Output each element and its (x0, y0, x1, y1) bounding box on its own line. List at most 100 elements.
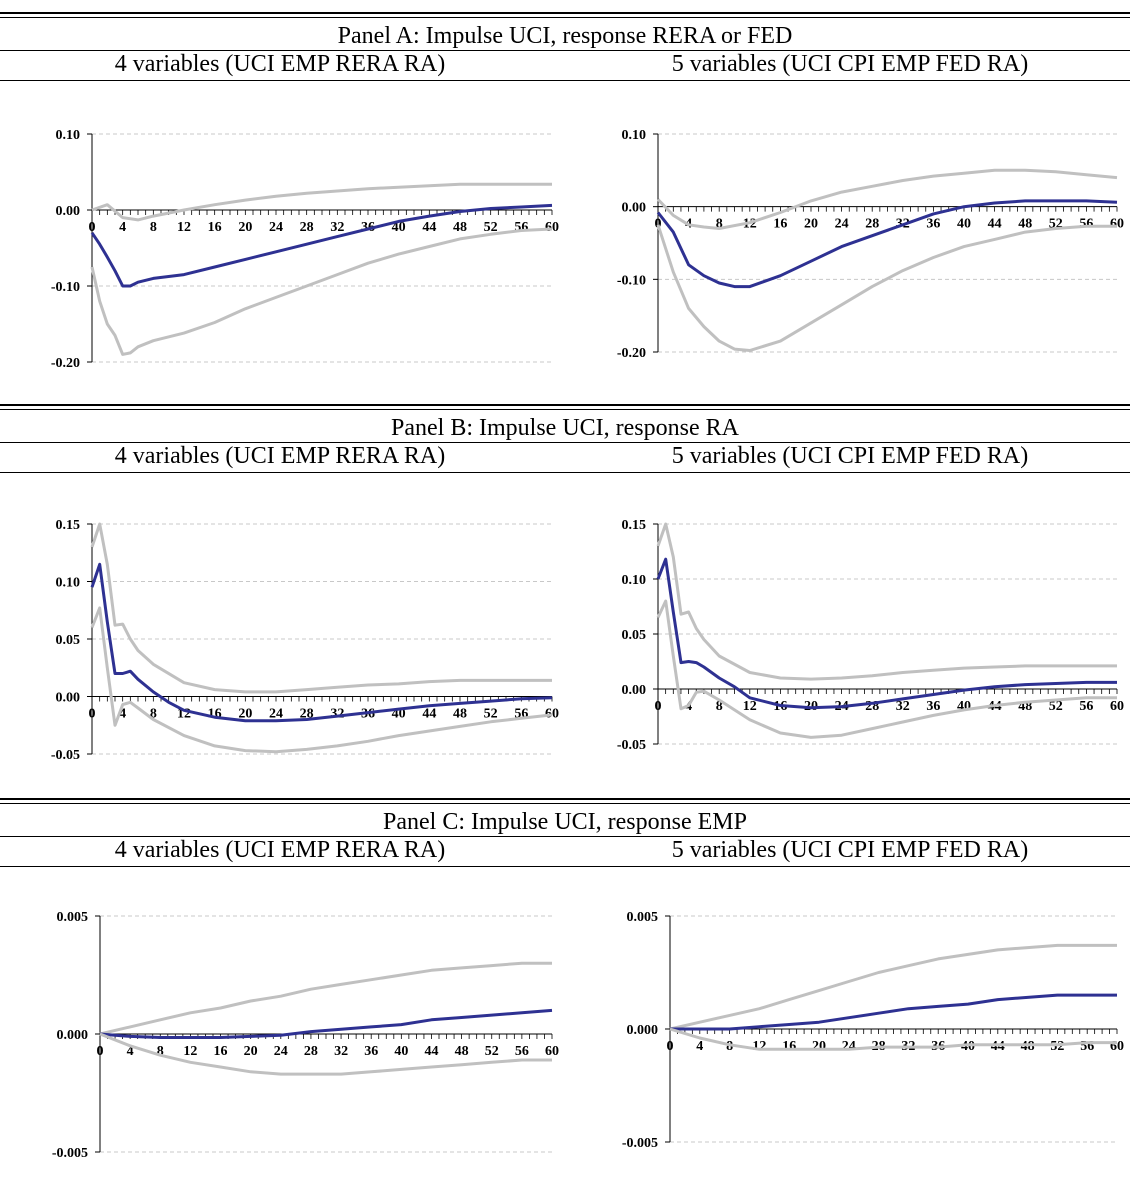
x-tick-label: 0 (89, 707, 96, 722)
x-tick-label: 28 (304, 1044, 318, 1059)
series-line-lower (90, 227, 553, 356)
panel-b-subtitle-5var: 5 variables (UCI CPI EMP FED RA) (671, 443, 1029, 469)
series-line-response (656, 557, 1117, 710)
series-line-lower (90, 606, 553, 754)
panel-b-subtitle-rule (0, 472, 1130, 473)
x-tick-label: 48 (453, 220, 467, 235)
series-line-lower (656, 599, 1117, 739)
panel-c-top-rule (0, 798, 1130, 804)
x-tick-label: 12 (183, 1044, 197, 1059)
x-tick-label: 56 (515, 1044, 529, 1059)
x-tick-label: 20 (812, 1039, 826, 1054)
x-tick-label: 44 (988, 217, 1002, 232)
x-tick-label: 32 (330, 220, 344, 235)
y-tick-label: 0.05 (622, 628, 647, 643)
series-line-upper (91, 182, 552, 222)
y-tick-label: 0.005 (57, 910, 89, 925)
x-tick-label: 24 (835, 217, 849, 232)
y-tick-label: -0.005 (622, 1136, 658, 1151)
y-tick-label: 0.00 (622, 201, 647, 216)
x-tick-label: 52 (484, 220, 498, 235)
series-line-upper (99, 961, 552, 1036)
x-tick-label: 12 (743, 699, 757, 714)
series-line-response (99, 1008, 553, 1039)
panel-b-title-rule (0, 442, 1130, 443)
panel-a-title: Panel A: Impulse UCI, response RERA or F… (337, 23, 793, 49)
y-tick-label: -0.05 (617, 738, 646, 753)
y-tick-label: -0.10 (51, 280, 80, 295)
panel-a-subtitle-4var: 4 variables (UCI EMP RERA RA) (114, 51, 446, 77)
y-tick-label: -0.05 (51, 748, 80, 763)
x-tick-label: 52 (1050, 1039, 1064, 1054)
y-tick-label: 0.00 (622, 683, 647, 698)
x-tick-label: 32 (896, 699, 910, 714)
x-tick-label: 52 (485, 1044, 499, 1059)
x-tick-label: 0 (667, 1039, 674, 1054)
x-tick-label: 52 (484, 707, 498, 722)
y-tick-label: 0.10 (56, 576, 81, 591)
x-tick-label: 32 (334, 1044, 348, 1059)
x-tick-label: 24 (269, 707, 283, 722)
x-tick-label: 28 (865, 217, 879, 232)
x-tick-label: 40 (957, 217, 971, 232)
panel-c-subtitle-4var: 4 variables (UCI EMP RERA RA) (114, 837, 446, 863)
x-tick-label: 16 (782, 1039, 796, 1054)
x-tick-label: 24 (269, 220, 283, 235)
y-tick-label: 0.15 (622, 518, 647, 533)
series-line-response (90, 203, 553, 288)
y-tick-label: 0.005 (627, 910, 659, 925)
x-tick-label: 60 (1110, 699, 1124, 714)
x-tick-label: 8 (716, 217, 723, 232)
series-line-lower (656, 224, 1117, 352)
x-tick-label: 16 (208, 220, 222, 235)
x-tick-label: 16 (214, 1044, 228, 1059)
y-tick-label: 0.000 (627, 1023, 659, 1038)
chart-panel-a-5var: 0.100.00-0.10-0.200 4 8 12 16 20 24 28 32 36 40 44 4… (617, 128, 1124, 361)
x-tick-label: 8 (726, 1039, 733, 1054)
panel-a-subtitle-5var: 5 variables (UCI CPI EMP FED RA) (671, 51, 1029, 77)
y-tick-label: 0.10 (56, 128, 81, 143)
x-tick-label: 0 (655, 699, 662, 714)
x-tick-label: 48 (1021, 1039, 1035, 1054)
y-tick-label: 0.10 (622, 573, 647, 588)
x-tick-label: 4 (127, 1044, 134, 1059)
series-line-lower (99, 1032, 552, 1076)
panel-c-title-rule (0, 836, 1130, 837)
series-line-response (90, 562, 553, 723)
y-tick-label: 0.15 (56, 518, 81, 533)
x-tick-label: 20 (804, 217, 818, 232)
chart-panel-b-5var: 0.150.100.050.00-0.050 4 8 12 16 20 24 28 32 36 40… (617, 518, 1124, 753)
y-tick-label: -0.20 (51, 356, 80, 371)
series-line-upper (669, 943, 1117, 1031)
x-tick-label: 48 (1018, 217, 1032, 232)
x-tick-label: 60 (545, 1044, 559, 1059)
x-tick-label: 16 (773, 217, 787, 232)
series-line-response (670, 993, 1117, 1031)
series-line-lower (669, 1027, 1117, 1051)
panel-c-subtitle-rule (0, 866, 1130, 867)
series-line-response (656, 199, 1118, 289)
x-tick-label: 0 (89, 220, 96, 235)
y-tick-label: 0.10 (622, 128, 647, 143)
x-tick-label: 4 (119, 220, 126, 235)
x-tick-label: 60 (545, 220, 559, 235)
x-tick-label: 12 (177, 220, 191, 235)
x-tick-label: 56 (514, 220, 528, 235)
series-line-upper (656, 522, 1117, 681)
x-tick-label: 56 (1079, 217, 1093, 232)
x-tick-label: 20 (244, 1044, 258, 1059)
y-tick-label: 0.00 (56, 204, 81, 219)
series-line-upper (656, 168, 1118, 230)
x-tick-label: 44 (991, 1039, 1005, 1054)
x-tick-label: 36 (364, 1044, 378, 1059)
x-tick-label: 24 (274, 1044, 288, 1059)
x-tick-label: 44 (422, 707, 436, 722)
x-tick-label: 48 (455, 1044, 469, 1059)
y-tick-label: 0.000 (57, 1028, 89, 1043)
x-tick-label: 8 (150, 220, 157, 235)
y-tick-label: 0.00 (56, 691, 81, 706)
panel-b-title: Panel B: Impulse UCI, response RA (391, 415, 739, 441)
y-tick-label: -0.005 (52, 1146, 88, 1161)
